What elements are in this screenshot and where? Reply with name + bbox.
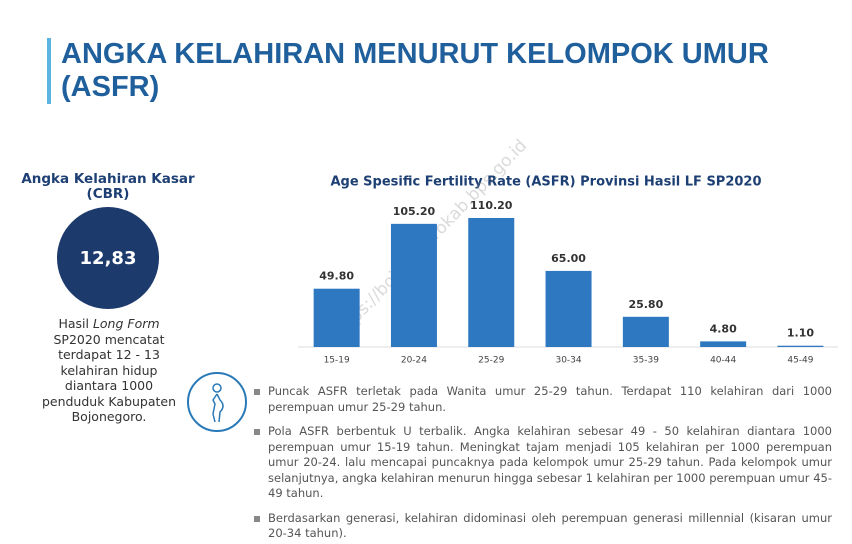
- x-tick-label: 25-29: [478, 356, 504, 366]
- x-tick-label: 15-19: [324, 356, 350, 366]
- note: Puncak ASFR terletak pada Wanita umur 25…: [254, 384, 832, 415]
- chart-title: Age Spesific Fertility Rate (ASFR) Provi…: [330, 175, 761, 190]
- bar: [700, 341, 747, 347]
- note: Pola ASFR berbentuk U terbalik. Angka ke…: [254, 424, 832, 502]
- value-label: 110.20: [470, 199, 513, 212]
- x-tick-label: 35-39: [633, 356, 659, 366]
- x-tick-label: 30-34: [555, 356, 581, 366]
- x-tick-label: 20-24: [401, 356, 427, 366]
- bar: [545, 270, 592, 347]
- cbr-circle: 12,83: [57, 207, 159, 309]
- note: Berdasarkan generasi, kelahiran didomina…: [254, 511, 832, 542]
- value-label: 105.20: [393, 205, 436, 218]
- bar: [313, 288, 360, 347]
- woman-icon: [187, 372, 247, 432]
- notes: Puncak ASFR terletak pada Wanita umur 25…: [254, 384, 832, 544]
- page-title: ANGKA KELAHIRAN MENURUT KELOMPOK UMUR (A…: [47, 38, 841, 104]
- value-label: 4.80: [710, 322, 737, 335]
- cbr-value: 12,83: [79, 247, 137, 269]
- value-label: 1.10: [787, 327, 814, 340]
- value-label: 25.80: [628, 298, 663, 311]
- bar: [777, 345, 824, 347]
- cbr-note: Hasil Long Form SP2020 mencatat terdapat…: [40, 316, 178, 425]
- note-text: Hasil: [58, 316, 93, 331]
- value-label: 49.80: [319, 270, 354, 283]
- x-tick-label: 40-44: [710, 356, 736, 366]
- note-text: SP2020 mencatat terdapat 12 - 13 kelahir…: [41, 331, 177, 425]
- bar: [468, 218, 515, 347]
- note-italic: Long Form: [92, 316, 160, 331]
- icon-glyph: [212, 383, 224, 423]
- bar: [390, 223, 437, 347]
- x-tick-label: 45-49: [787, 356, 813, 366]
- value-label: 65.00: [551, 252, 586, 265]
- cbr-title: Angka Kelahiran Kasar (CBR): [21, 171, 195, 202]
- bar: [622, 316, 669, 347]
